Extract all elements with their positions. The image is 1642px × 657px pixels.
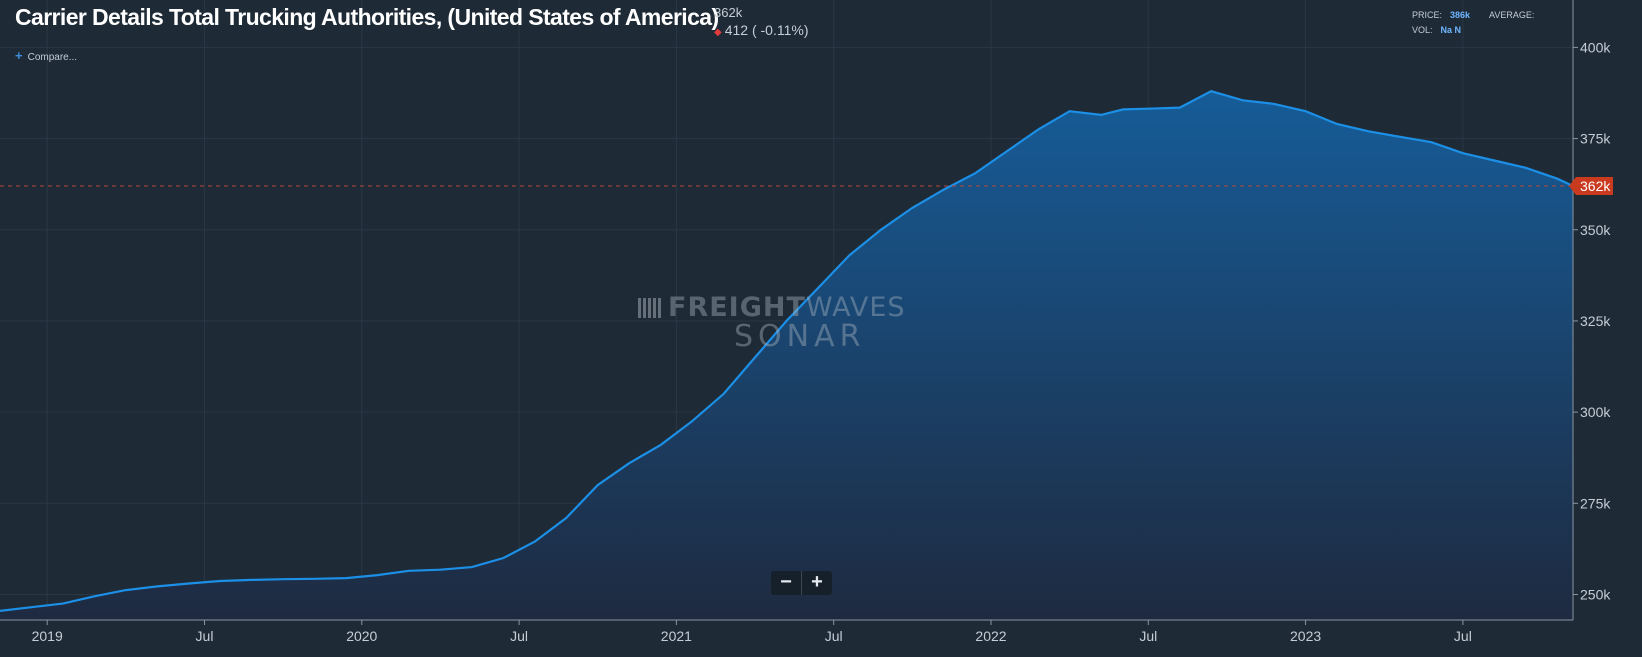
y-tick-label: 350k <box>1580 222 1611 238</box>
chart-title: Carrier Details Total Trucking Authoriti… <box>15 4 719 30</box>
x-tick-label: 2019 <box>32 628 63 644</box>
y-tick-label: 325k <box>1580 313 1611 329</box>
badge-shape <box>1569 177 1613 195</box>
x-tick-label: 2020 <box>346 628 377 644</box>
zoom-out-button[interactable]: − <box>780 571 792 593</box>
current-value-badge: 362k <box>1569 177 1613 195</box>
x-tick-label: 2021 <box>661 628 692 644</box>
x-tick-label: 2023 <box>1290 628 1321 644</box>
y-tick-label: 400k <box>1580 39 1611 55</box>
y-axis: 250k 275k 300k 325k 350k 375k 400k <box>1572 0 1611 620</box>
y-tick-label: 375k <box>1580 131 1611 147</box>
plus-icon: + <box>15 48 23 63</box>
average-label: AVERAGE: <box>1489 10 1535 20</box>
change-indicator: ◆ 412 ( -0.11%) <box>714 22 808 38</box>
compare-label: Compare... <box>27 52 78 63</box>
change-text: 412 ( -0.11%) <box>724 22 809 38</box>
zoom-in-button[interactable]: + <box>801 571 832 595</box>
vol-value: Na N <box>1440 25 1462 35</box>
vol-label: VOL: <box>1412 25 1433 35</box>
y-tick-label: 275k <box>1580 495 1611 511</box>
vol-stat: VOL: Na N <box>1412 25 1461 35</box>
x-tick-label: Jul <box>825 628 843 644</box>
x-axis: 2019 Jul 2020 Jul 2021 Jul 2022 Jul 2023 Jul <box>0 619 1573 644</box>
price-stat: PRICE: 386k <box>1412 10 1470 20</box>
x-tick-label: Jul <box>196 628 214 644</box>
x-tick-label: Jul <box>510 628 528 644</box>
down-arrow-icon: ◆ <box>714 27 722 38</box>
x-tick-label: Jul <box>1139 628 1157 644</box>
series-line <box>0 90 1574 612</box>
x-tick-label: 2022 <box>975 628 1006 644</box>
price-label: PRICE: <box>1412 10 1443 20</box>
zoom-controls: − + <box>771 571 832 595</box>
y-tick-label: 250k <box>1580 586 1611 602</box>
current-value-label: 362k <box>1580 178 1611 194</box>
price-value: 386k <box>1450 10 1471 20</box>
last-value: 362k <box>714 5 743 20</box>
chart-header: Carrier Details Total Trucking Authoriti… <box>0 0 1580 44</box>
y-tick-label: 300k <box>1580 404 1611 420</box>
x-tick-label: Jul <box>1454 628 1472 644</box>
series-area <box>0 91 1573 620</box>
compare-button[interactable]: + Compare... <box>15 48 77 63</box>
average-stat: AVERAGE: <box>1489 10 1534 20</box>
